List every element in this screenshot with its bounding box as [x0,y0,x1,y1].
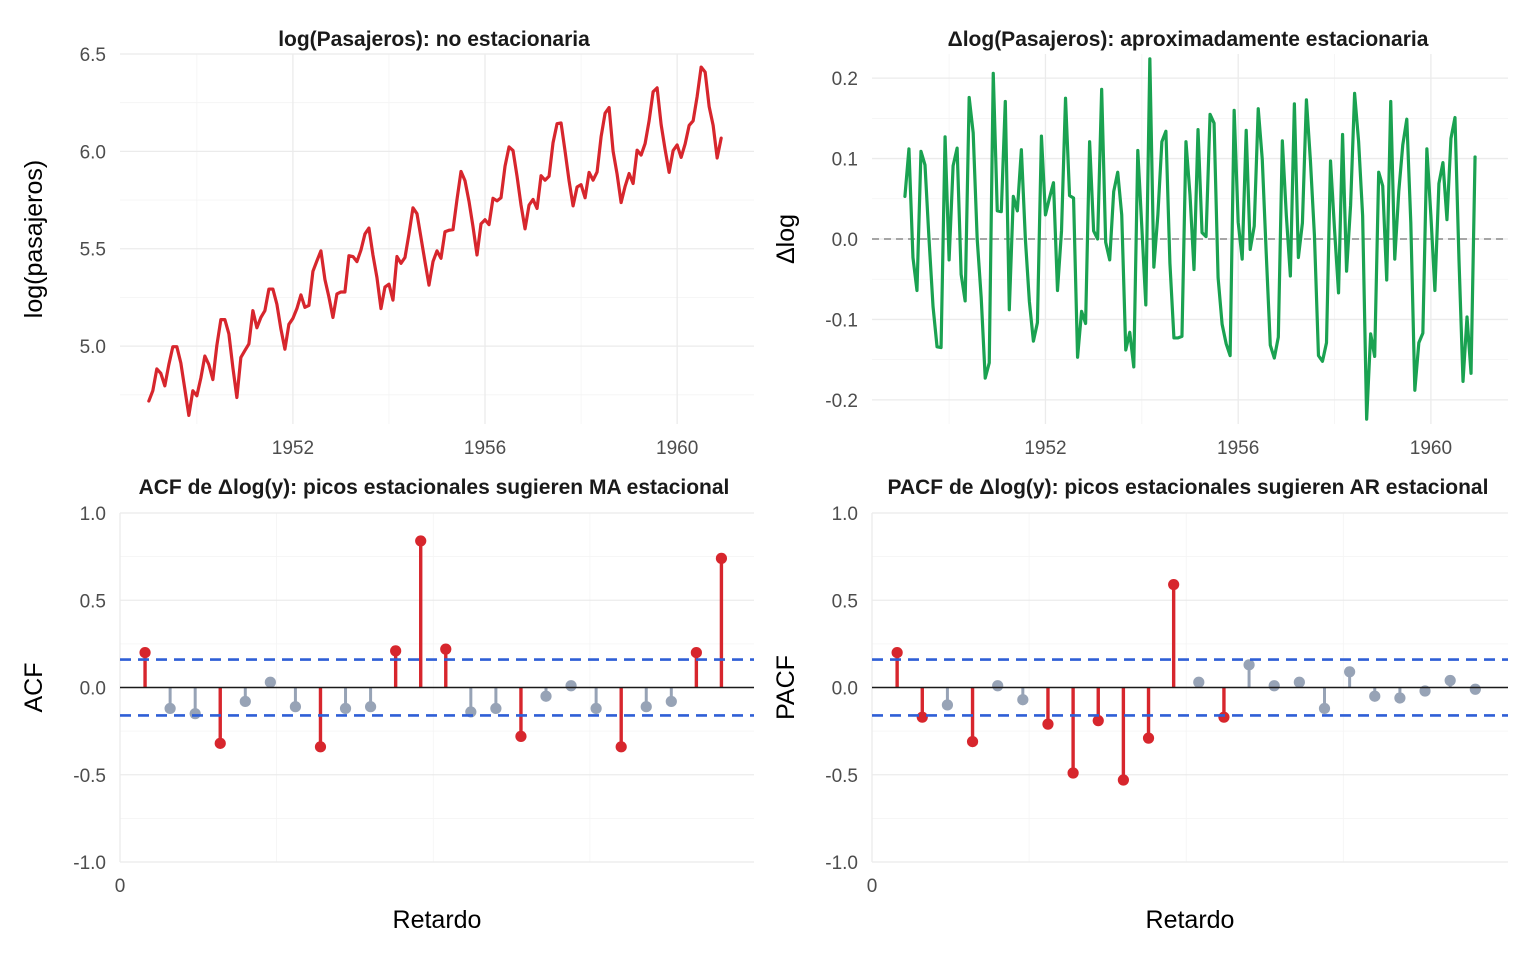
y-tick-label: 1.0 [832,504,858,525]
x-tick-label: 1960 [1410,438,1452,459]
lag-point [1142,732,1155,744]
lag-point [665,695,677,708]
y-tick-label: -0.5 [825,766,858,787]
lag-point [941,699,954,711]
y-tick-label: 0.0 [832,679,858,700]
lag-point [1444,674,1456,687]
y-axis-label: PACF [772,655,800,720]
lag-point [966,735,979,748]
lag-point [715,552,728,564]
lag-point [1168,578,1180,591]
lag-point [1117,774,1129,786]
lag-point [1344,666,1356,678]
lag-point [1042,718,1054,730]
lag-point [992,680,1004,692]
y-tick-label: 6.5 [80,45,106,66]
y-tick-label: 0.5 [80,591,106,612]
lag-point [1218,711,1230,723]
x-tick-label: 1960 [656,438,698,459]
lag-point [264,676,276,688]
lag-point [289,701,302,713]
y-axis-label: Δlog [772,214,800,264]
y-tick-label: -1.0 [825,853,858,874]
x-tick-label: 1952 [272,438,314,459]
lag-point [590,702,602,715]
lag-point [565,680,577,692]
lag-point [139,647,151,659]
series-line [903,57,1477,421]
chart-title: Δlog(Pasajeros): aproximadamente estacio… [948,28,1429,51]
lag-point [214,737,226,749]
chart-title: ACF de Δlog(y): picos estacionales sugie… [139,476,730,499]
lag-point [239,695,251,708]
lag-point [339,702,352,715]
series-line [147,65,723,418]
lag-point [364,701,377,713]
chart-title: PACF de Δlog(y): picos estacionales sugi… [888,476,1489,499]
y-tick-label: 5.5 [80,240,106,261]
y-tick-label: 0.5 [832,591,858,612]
y-axis-label: ACF [20,663,48,713]
lag-point [515,730,527,742]
y-tick-label: 1.0 [80,504,106,525]
lag-point [1067,767,1079,779]
lag-point [891,647,903,659]
y-tick-label: 5.0 [80,337,106,358]
lag-point [1293,676,1305,688]
x-tick-label: 1952 [1024,438,1066,459]
lag-point [415,535,427,547]
chart-title: log(Pasajeros): no estacionaria [278,28,590,51]
y-tick-label: 0.0 [80,679,106,700]
y-tick-label: -0.1 [825,310,858,331]
x-tick-label: 0 [115,876,126,897]
lag-point [1369,690,1381,702]
lag-point [390,645,402,657]
y-tick-label: -1.0 [73,853,106,874]
lag-point [1394,692,1406,704]
lag-point [690,647,702,659]
lag-point [490,702,502,715]
lag-point [540,690,552,702]
lag-point [1318,702,1331,715]
lag-point [314,741,327,753]
y-tick-label: 0.2 [832,69,858,90]
x-axis-label: Retardo [1146,906,1235,934]
lag-point [1092,715,1104,727]
lag-point [1193,676,1205,688]
y-tick-label: 6.0 [80,142,106,163]
lag-point [440,643,452,655]
lag-point [1017,694,1029,706]
y-axis-label: log(pasajeros) [20,160,48,318]
panel-2: Δlog(Pasajeros): aproximadamente estacio… [772,28,1508,459]
x-axis-label: Retardo [393,906,482,934]
lag-point [916,711,928,723]
panel-1: log(Pasajeros): no estacionaria 5.0 5.5 6.0… [20,28,754,459]
x-tick-label: 1956 [464,438,506,459]
lag-point [164,702,176,715]
x-tick-label: 0 [867,876,878,897]
lag-point [1469,683,1481,695]
y-tick-label: 0.0 [832,230,858,251]
lag-point [640,701,652,713]
lag-point [1243,659,1255,671]
y-tick-label: -0.5 [73,766,106,787]
lag-point [1268,680,1280,692]
lag-point [615,741,627,753]
panel-3: ACF de Δlog(y): picos estacionales sugie… [20,476,754,934]
y-tick-label: 0.1 [832,150,858,171]
lag-point [189,708,201,720]
x-tick-label: 1956 [1217,438,1259,459]
panel-4: PACF de Δlog(y): picos estacionales sugi… [772,476,1508,934]
y-tick-label: -0.2 [825,391,858,412]
